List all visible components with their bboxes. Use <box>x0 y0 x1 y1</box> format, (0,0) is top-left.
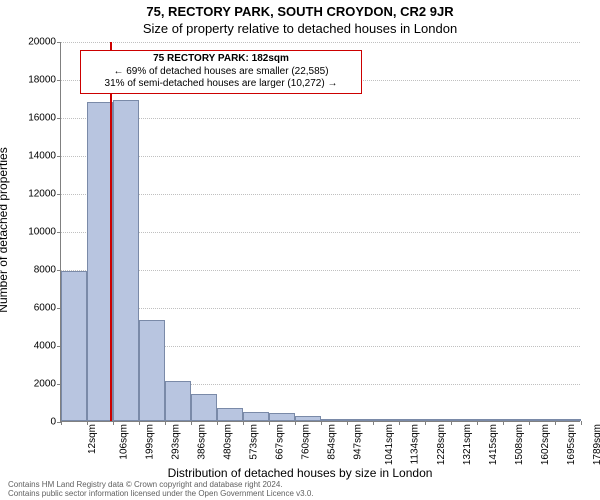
y-tick-label: 6000 <box>0 303 56 314</box>
subtitle: Size of property relative to detached ho… <box>0 19 600 36</box>
y-tick-label: 0 <box>0 417 56 428</box>
y-tick-label: 16000 <box>0 113 56 124</box>
histogram-bar <box>165 381 191 421</box>
histogram-bar <box>295 416 321 421</box>
attribution-line2: Contains public sector information licen… <box>8 489 592 499</box>
histogram-bar <box>399 419 425 421</box>
y-tick-label: 18000 <box>0 75 56 86</box>
histogram-bar <box>217 408 243 421</box>
histogram-bar <box>503 419 529 421</box>
x-tick-label: 1695sqm <box>566 424 577 465</box>
x-tick-label: 760sqm <box>301 424 312 460</box>
histogram-bar <box>425 419 451 421</box>
x-tick-label: 1228sqm <box>436 424 447 465</box>
x-tick-label: 1321sqm <box>462 424 473 465</box>
x-axis-label: Distribution of detached houses by size … <box>0 466 600 480</box>
histogram-bar <box>477 419 503 421</box>
x-tick-label: 199sqm <box>145 424 156 460</box>
y-tick-label: 14000 <box>0 151 56 162</box>
histogram-bar <box>373 419 399 421</box>
x-tick-label: 573sqm <box>249 424 260 460</box>
histogram-bar <box>555 419 581 421</box>
y-tick-label: 20000 <box>0 37 56 48</box>
histogram-bar <box>113 100 139 421</box>
subject-header: 75 RECTORY PARK: 182sqm <box>85 53 357 66</box>
x-tick-label: 1041sqm <box>384 424 395 465</box>
x-tick-label: 1508sqm <box>514 424 525 465</box>
x-tick-label: 12sqm <box>87 424 98 454</box>
histogram-bar <box>269 413 295 421</box>
x-tick-label: 1134sqm <box>409 424 420 464</box>
subject-marker-line <box>110 42 112 421</box>
x-tick-label: 1415sqm <box>488 424 499 465</box>
page-title: 75, RECTORY PARK, SOUTH CROYDON, CR2 9JR <box>0 0 600 19</box>
y-tick-label: 2000 <box>0 379 56 390</box>
chart-container: 12sqm106sqm199sqm293sqm386sqm480sqm573sq… <box>60 42 580 422</box>
x-tick-label: 480sqm <box>223 424 234 460</box>
subject-annotation-box: 75 RECTORY PARK: 182sqm ← 69% of detache… <box>80 50 362 94</box>
x-tick-label: 667sqm <box>275 424 286 460</box>
histogram-bar <box>243 412 269 421</box>
histogram-bar <box>529 419 555 421</box>
y-tick-label: 12000 <box>0 189 56 200</box>
subject-larger-line: 31% of semi-detached houses are larger (… <box>85 78 357 91</box>
y-tick-label: 4000 <box>0 341 56 352</box>
x-tick-label: 947sqm <box>353 424 364 460</box>
y-tick-label: 8000 <box>0 265 56 276</box>
histogram-bar <box>347 419 373 421</box>
x-tick-label: 1602sqm <box>540 424 551 465</box>
x-tick-label: 293sqm <box>171 424 182 460</box>
subject-smaller-line: ← 69% of detached houses are smaller (22… <box>85 66 357 79</box>
attribution-line1: Contains HM Land Registry data © Crown c… <box>8 480 592 490</box>
y-tick-label: 10000 <box>0 227 56 238</box>
x-tick-label: 1789sqm <box>592 424 600 465</box>
histogram-bar <box>191 394 217 421</box>
histogram-bar <box>61 271 87 421</box>
histogram-bar <box>321 419 347 421</box>
plot-area: 12sqm106sqm199sqm293sqm386sqm480sqm573sq… <box>60 42 580 422</box>
gridline <box>61 42 580 43</box>
x-tick-label: 386sqm <box>197 424 208 460</box>
histogram-bar <box>451 419 477 421</box>
x-tick-label: 106sqm <box>119 424 130 460</box>
histogram-bar <box>139 320 165 421</box>
attribution: Contains HM Land Registry data © Crown c… <box>8 480 592 499</box>
x-tick-label: 854sqm <box>327 424 338 460</box>
